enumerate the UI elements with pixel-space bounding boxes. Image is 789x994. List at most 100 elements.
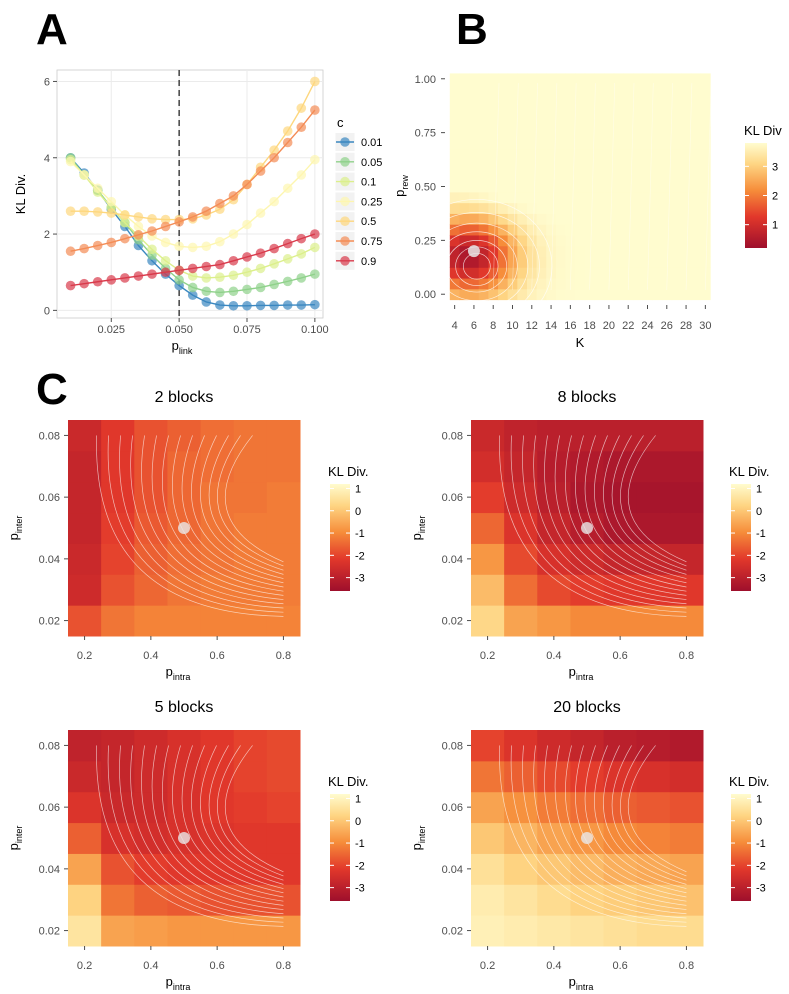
heat-cell <box>200 915 235 947</box>
heat-cell <box>478 138 489 150</box>
x-tick-label: 0.4 <box>143 650 158 662</box>
heat-cell <box>459 245 470 258</box>
heat-cell <box>537 730 571 762</box>
heat-cell <box>570 730 605 762</box>
heat-cell <box>604 73 615 85</box>
data-point <box>228 229 239 239</box>
heat-cell <box>633 234 644 247</box>
contour-line <box>522 745 687 919</box>
heat-cell <box>669 605 704 637</box>
heat-cell <box>671 256 682 268</box>
heat-cell <box>661 256 673 268</box>
contour-line <box>191 745 284 889</box>
heat-cell <box>266 730 301 762</box>
contour-line <box>200 745 284 885</box>
heat-cell <box>555 278 567 290</box>
heat-cell <box>498 267 509 279</box>
heat-cell <box>546 256 557 268</box>
heat-cell <box>661 234 673 247</box>
data-point <box>201 273 212 283</box>
y-tick-label: 0.08 <box>442 740 463 752</box>
heat-cell <box>594 202 605 214</box>
heat-cell <box>690 191 702 204</box>
heat-cell <box>134 605 168 637</box>
heat-cell <box>671 116 682 128</box>
data-point <box>92 240 103 251</box>
data-point <box>255 208 266 218</box>
heat-cell <box>671 138 682 150</box>
heat-cell <box>546 224 557 236</box>
x-axis-label: plink <box>172 338 193 356</box>
x-tick-label: 0.025 <box>98 324 126 336</box>
heat-cell <box>526 170 538 182</box>
heat-cell <box>661 213 673 225</box>
data-point <box>215 259 225 270</box>
heat-cell <box>200 730 235 762</box>
y-tick-label: 0.06 <box>442 802 463 814</box>
heat-cell <box>671 159 682 171</box>
heat-cell <box>700 84 711 96</box>
heat-cell <box>652 288 663 301</box>
heat-cell <box>700 191 711 204</box>
heat-cell <box>575 170 586 182</box>
heat-cell <box>613 127 624 139</box>
heat-cell <box>504 915 538 947</box>
heat-cell <box>134 730 168 762</box>
heat-cell <box>68 730 102 762</box>
contour-line <box>627 745 687 873</box>
y-axis-label: KL Div. <box>13 174 28 214</box>
heat-cell <box>536 234 547 247</box>
heat-cell <box>449 138 460 150</box>
data-point <box>160 214 171 225</box>
heat-cell <box>570 884 605 916</box>
data-point <box>310 154 320 165</box>
heat-cell <box>642 159 653 171</box>
heat-cell <box>555 127 567 139</box>
data-point <box>242 252 252 262</box>
heat-cell <box>690 224 702 236</box>
heat-cell <box>690 116 702 128</box>
y-axis-label-main: p <box>6 533 21 540</box>
heat-cell <box>459 105 470 117</box>
data-point <box>201 286 212 297</box>
data-point <box>296 300 307 310</box>
heat-cell <box>565 105 576 117</box>
heat-cell <box>459 170 470 182</box>
colorbar <box>731 484 751 591</box>
heat-cell <box>517 94 528 107</box>
data-point <box>282 254 293 264</box>
heat-cell <box>101 760 135 793</box>
heat-cell <box>68 543 102 575</box>
heat-cell <box>134 481 168 514</box>
heat-cell <box>671 181 682 193</box>
heat-cell <box>478 127 489 139</box>
heat-cell <box>526 159 538 171</box>
heat-cell <box>546 73 557 85</box>
heat-cell <box>681 105 692 117</box>
heat-cell <box>507 202 518 214</box>
heat-cell <box>671 267 682 279</box>
y-axis-label-main: p <box>409 843 424 850</box>
heat-cell <box>613 278 624 290</box>
contour-line <box>603 745 687 885</box>
contour-line <box>584 745 687 894</box>
heat-cell <box>517 73 528 85</box>
legend-title: KL Div <box>744 123 782 138</box>
heat-cell <box>449 170 460 182</box>
heat-cell <box>546 84 557 96</box>
heat-cell <box>449 213 460 225</box>
heat-cell <box>594 288 605 301</box>
heat-cell <box>504 791 538 824</box>
panel-a-line-chart: 0.025 0.050 0.075 0.100 0 2 4 6 plink KL Div. c 0.0… <box>13 69 382 356</box>
heat-cell <box>690 170 702 182</box>
data-point <box>242 300 252 311</box>
heat-cell <box>584 202 595 214</box>
x-tick-label: 12 <box>526 320 538 332</box>
contour-line <box>554 745 687 906</box>
heat-cell <box>517 170 528 182</box>
heat-cell <box>498 94 509 107</box>
y-tick-label: 0.02 <box>442 926 463 938</box>
data-point <box>201 206 212 216</box>
heat-cell <box>633 213 644 225</box>
y-tick-label: 2 <box>44 229 50 241</box>
